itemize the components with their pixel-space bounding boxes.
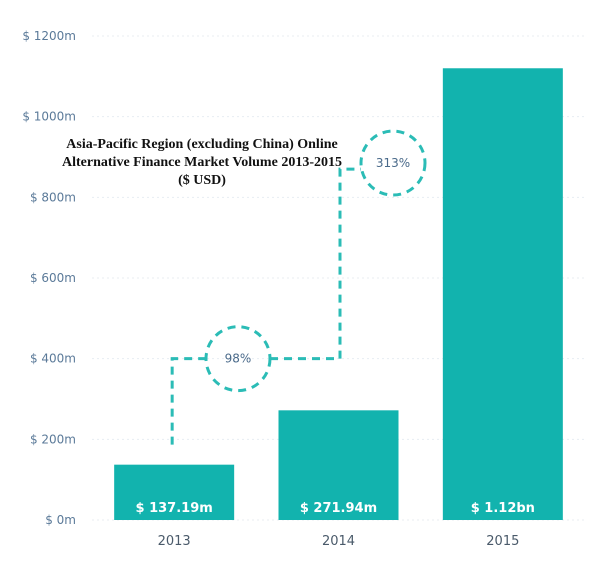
- growth-label-2013-2014: 98%: [225, 352, 252, 366]
- bar: [114, 464, 235, 520]
- growth-connector-2013-2014: [170, 357, 340, 445]
- chart-title: Asia-Pacific Region (excluding China) On…: [62, 137, 342, 188]
- y-tick-label: $ 1200m: [22, 29, 76, 43]
- growth-circle: [204, 325, 272, 393]
- bar: [278, 410, 399, 520]
- y-tick-label: $ 400m: [30, 352, 76, 366]
- bar-value-label: $ 271.94m: [300, 501, 377, 516]
- growth-circle: [359, 129, 427, 197]
- bar-value-label: $ 137.19m: [136, 501, 213, 516]
- x-tick-label: 2014: [322, 534, 355, 549]
- y-tick-label: $ 0m: [45, 513, 76, 527]
- growth-connector-2014-2015: [338, 167, 361, 359]
- bar-value-label: $ 1.12bn: [471, 501, 535, 516]
- y-tick-label: $ 200m: [30, 432, 76, 446]
- growth-label-2014-2015: 313%: [376, 156, 410, 170]
- y-tick-label: $ 1000m: [22, 110, 76, 124]
- x-tick-label: 2013: [158, 534, 191, 549]
- y-tick-label: $ 600m: [30, 271, 76, 285]
- bar: [442, 68, 563, 521]
- y-tick-label: $ 800m: [30, 190, 76, 204]
- x-tick-label: 2015: [486, 534, 519, 549]
